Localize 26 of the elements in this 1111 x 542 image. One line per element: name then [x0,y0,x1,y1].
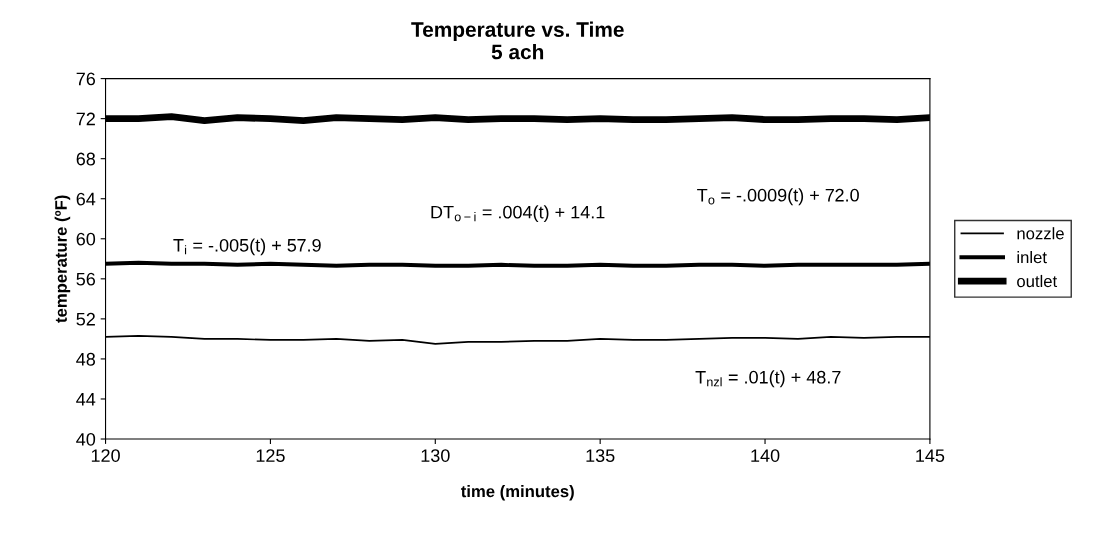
annotation: T$_{i}$ = -.005(t) + 57.9 [173,238,321,256]
y-tick-label: 56 [76,272,96,286]
y-axis-title: temperature (ºF) [54,195,71,323]
x-tick-label: 135 [586,449,615,462]
y-tick-label: 64 [76,192,96,206]
y-tick-label: 44 [76,393,96,406]
x-axis-title: time (minutes) [460,485,574,501]
y-tick-label: 68 [76,152,96,166]
x-tick-label: 130 [421,449,450,462]
y-tick-label: 60 [76,232,96,246]
x-tick-label: 120 [91,449,120,462]
annotation: DT$_{o−i}$ = .004(t) + 14.1 [431,205,605,223]
x-tick-label: 145 [916,449,945,462]
annotation: T$_{nzl}$ = .01(t) + 48.7 [695,370,841,388]
y-tick-label: 52 [76,312,95,326]
y-tick-label: 76 [76,72,96,86]
legend-label: outlet [1017,274,1058,288]
y-tick-label: 48 [76,352,96,366]
chart-title: Temperature vs. Time 5 ach [411,21,624,60]
legend-label: inlet [1017,251,1047,264]
y-tick-label: 40 [76,432,96,446]
x-tick-label: 125 [256,449,285,462]
y-tick-label: 72 [76,112,95,126]
annotation: T$_{o}$ = -.0009(t) + 72.0 [697,188,859,206]
x-tick-label: 140 [751,449,780,462]
legend-label: nozzle [1017,227,1064,240]
